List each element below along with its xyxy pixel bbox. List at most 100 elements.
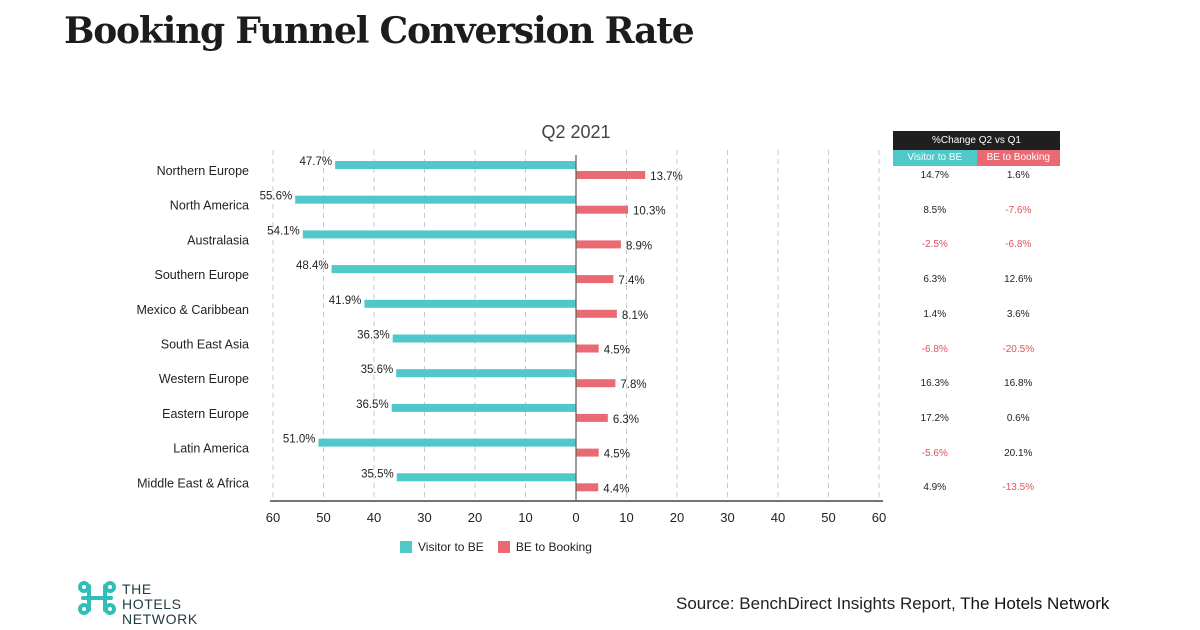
category-label: Mexico & Caribbean [136,303,249,317]
bar-be-to-booking [576,448,599,457]
data-label-booking: 4.4% [603,483,629,495]
data-label-booking: 10.3% [633,206,666,218]
bar-be-to-booking [576,413,608,422]
data-label-booking: 4.5% [604,449,630,461]
chart-title: Q2 2021 [541,122,610,142]
change-col-booking: BE to Booking [976,150,1060,166]
change-booking-value: 0.6% [1006,412,1030,424]
bar-be-to-booking [576,240,621,249]
category-label: Southern Europe [154,268,249,282]
source-prefix: Source: BenchDirect Insights Report, [676,594,956,613]
change-booking-value: -6.8% [1005,239,1032,251]
change-table-row: -5.6% 20.1% [893,448,1060,459]
bar-visitor-to-be [335,161,576,169]
change-booking-value: -7.6% [1005,204,1032,216]
x-tick-label: 10 [619,510,633,525]
category-label: North America [170,199,249,213]
data-label-visitor: 36.5% [356,399,389,411]
bar-be-to-booking [576,344,599,353]
logo-line-3: NETWORK [122,611,198,627]
x-tick-label: 50 [821,510,835,525]
category-label: Northern Europe [157,164,249,178]
data-label-visitor: 55.6% [260,191,293,203]
data-label-booking: 4.5% [604,345,630,357]
bar-visitor-to-be [318,438,576,447]
hotels-network-logo-icon [78,581,116,615]
category-label: Middle East & Africa [137,476,249,490]
change-booking-value: 12.6% [1004,274,1033,286]
x-tick-label: 60 [266,510,280,525]
change-table-row: 17.2% 0.6% [893,413,1060,424]
x-tick-label: 20 [468,510,482,525]
data-label-visitor: 51.0% [283,434,316,446]
logo-line-2: HOTELS [122,596,182,612]
x-tick-label: 50 [316,510,330,525]
category-label: Western Europe [159,372,249,386]
change-visitor-value: -6.8% [921,343,948,355]
x-tick-label: 40 [771,510,785,525]
data-label-visitor: 54.1% [267,225,300,237]
x-tick-label: 20 [670,510,684,525]
legend-item: BE to Booking [497,540,592,554]
bar-visitor-to-be [331,265,576,274]
data-label-booking: 6.3% [613,414,639,426]
chart-legend: Visitor to BE BE to Booking [400,540,592,554]
change-booking-value: 3.6% [1006,308,1030,320]
source-note: Source: BenchDirect Insights Report, The… [676,594,1109,614]
change-visitor-value: 4.9% [923,482,947,494]
legend-label: BE to Booking [515,540,592,554]
change-booking-value: 1.6% [1006,170,1030,181]
logo-line-1: THE [122,581,152,597]
data-label-visitor: 47.7% [300,156,333,168]
change-visitor-value: 16.3% [920,378,949,390]
bar-visitor-to-be [396,369,576,378]
change-visitor-value: -2.5% [921,239,948,251]
change-visitor-value: 14.7% [920,170,949,181]
data-label-visitor: 48.4% [296,260,329,272]
change-booking-value: 16.8% [1004,378,1033,390]
change-booking-value: -20.5% [1002,343,1035,355]
legend-swatch [497,541,510,553]
bar-be-to-booking [576,275,614,284]
bar-visitor-to-be [392,334,576,343]
change-table-row: -6.8% -20.5% [893,344,1060,355]
change-visitor-value: 1.4% [923,308,947,320]
x-tick-label: 60 [872,510,886,525]
bar-visitor-to-be [302,230,576,239]
bar-be-to-booking [576,171,646,179]
category-label: Eastern Europe [162,407,249,421]
data-label-visitor: 35.5% [361,468,394,480]
change-table-row: 6.3% 12.6% [893,274,1060,285]
bar-visitor-to-be [295,195,576,204]
legend-item: Visitor to BE [400,540,484,554]
data-label-booking: 8.1% [622,310,648,322]
bar-visitor-to-be [396,473,576,482]
data-label-visitor: 35.6% [361,364,394,376]
change-table-row: 1.4% 3.6% [893,309,1060,320]
data-label-visitor: 36.3% [357,330,390,342]
data-label-booking: 7.8% [620,379,646,391]
x-tick-label: 10 [518,510,532,525]
legend-label: Visitor to BE [418,540,484,554]
bar-be-to-booking [576,309,617,318]
change-table-row: 8.5% -7.6% [893,205,1060,216]
page-title: Booking Funnel Conversion Rate [64,10,695,52]
change-table-row: 4.9% -13.5% [893,482,1060,493]
change-table-row: 16.3% 16.8% [893,378,1060,389]
x-tick-label: 0 [572,510,579,525]
data-label-visitor: 41.9% [329,295,362,307]
change-visitor-value: 8.5% [923,204,947,216]
data-label-booking: 7.4% [618,275,644,287]
change-visitor-value: 6.3% [923,274,947,286]
change-booking-value: -13.5% [1002,482,1035,494]
x-tick-label: 40 [367,510,381,525]
change-col-visitor: Visitor to BE [893,150,977,166]
change-table-columns: Visitor to BE BE to Booking [893,150,1060,166]
x-tick-label: 30 [417,510,431,525]
bar-visitor-to-be [391,403,576,412]
bar-be-to-booking [576,379,616,388]
change-table-header: %Change Q2 vs Q1 [893,131,1060,150]
data-label-booking: 13.7% [650,171,683,183]
category-label: Latin America [173,442,249,456]
